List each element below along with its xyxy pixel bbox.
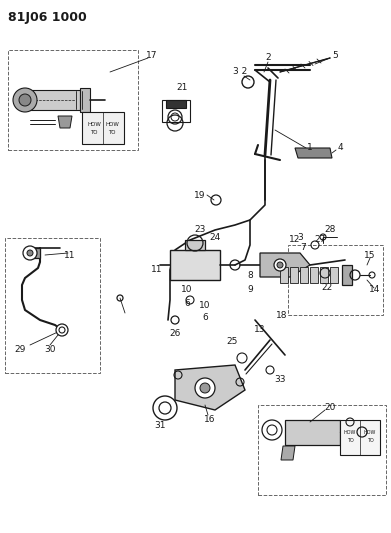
Text: 19: 19 bbox=[194, 190, 206, 199]
Polygon shape bbox=[310, 267, 318, 283]
Circle shape bbox=[277, 262, 283, 268]
Bar bbox=[5, 238, 100, 373]
Text: 5: 5 bbox=[332, 51, 338, 60]
Circle shape bbox=[56, 324, 68, 336]
Text: 10: 10 bbox=[199, 301, 211, 310]
Circle shape bbox=[13, 88, 37, 112]
Text: 31: 31 bbox=[154, 421, 166, 430]
Polygon shape bbox=[280, 267, 288, 283]
Circle shape bbox=[19, 94, 31, 106]
Text: 26: 26 bbox=[169, 328, 181, 337]
Text: HOW: HOW bbox=[105, 123, 119, 127]
Text: 17: 17 bbox=[146, 51, 158, 60]
Text: 12: 12 bbox=[289, 236, 301, 245]
Bar bbox=[82, 112, 124, 144]
Bar bbox=[8, 50, 138, 150]
Text: TO: TO bbox=[90, 130, 98, 134]
Text: 4: 4 bbox=[337, 143, 343, 152]
Text: 25: 25 bbox=[226, 337, 238, 346]
Bar bbox=[162, 100, 190, 122]
Polygon shape bbox=[185, 240, 205, 250]
Text: 14: 14 bbox=[369, 286, 381, 295]
Text: 3 2: 3 2 bbox=[233, 68, 247, 77]
Text: 8: 8 bbox=[247, 271, 253, 279]
Text: 10: 10 bbox=[181, 286, 193, 295]
Text: 7: 7 bbox=[300, 243, 306, 252]
Polygon shape bbox=[330, 267, 338, 283]
Text: 23: 23 bbox=[194, 225, 206, 235]
Polygon shape bbox=[170, 250, 220, 280]
Text: 22: 22 bbox=[321, 282, 333, 292]
Polygon shape bbox=[58, 116, 72, 128]
Text: 18: 18 bbox=[276, 311, 288, 319]
Circle shape bbox=[274, 259, 286, 271]
Polygon shape bbox=[281, 446, 295, 460]
Text: 20: 20 bbox=[324, 403, 336, 413]
Text: HOW: HOW bbox=[87, 123, 101, 127]
Bar bbox=[288, 245, 383, 315]
Text: 28: 28 bbox=[324, 225, 336, 235]
Text: HOW: HOW bbox=[344, 431, 356, 435]
Text: 81J06 1000: 81J06 1000 bbox=[8, 11, 87, 23]
Text: 13: 13 bbox=[254, 326, 266, 335]
Polygon shape bbox=[25, 90, 80, 110]
Text: 33: 33 bbox=[274, 376, 286, 384]
Polygon shape bbox=[300, 267, 308, 283]
Polygon shape bbox=[295, 148, 332, 158]
Text: 15: 15 bbox=[364, 251, 376, 260]
Text: 27: 27 bbox=[314, 236, 326, 245]
Text: TO: TO bbox=[108, 130, 116, 134]
Polygon shape bbox=[285, 420, 340, 445]
Text: 6: 6 bbox=[184, 298, 190, 308]
Text: TO: TO bbox=[367, 438, 373, 442]
Circle shape bbox=[27, 250, 33, 256]
Polygon shape bbox=[166, 100, 186, 108]
Text: 11: 11 bbox=[151, 265, 163, 274]
Polygon shape bbox=[290, 267, 298, 283]
Text: 3: 3 bbox=[297, 232, 303, 241]
Polygon shape bbox=[320, 267, 328, 283]
Polygon shape bbox=[175, 365, 245, 410]
Text: TO: TO bbox=[347, 438, 353, 442]
Text: 11: 11 bbox=[64, 251, 76, 260]
Polygon shape bbox=[80, 88, 90, 112]
Text: 9: 9 bbox=[247, 286, 253, 295]
Text: 16: 16 bbox=[204, 416, 216, 424]
Circle shape bbox=[195, 378, 215, 398]
Polygon shape bbox=[260, 253, 310, 277]
Circle shape bbox=[23, 246, 37, 260]
Text: 30: 30 bbox=[44, 345, 56, 354]
Text: 24: 24 bbox=[209, 232, 221, 241]
Text: 21: 21 bbox=[176, 84, 188, 93]
Polygon shape bbox=[28, 248, 40, 258]
Text: 29: 29 bbox=[14, 345, 26, 354]
Circle shape bbox=[200, 383, 210, 393]
Text: 2: 2 bbox=[265, 53, 271, 62]
Text: HOW: HOW bbox=[364, 431, 376, 435]
Bar bbox=[258, 405, 386, 495]
Text: 6: 6 bbox=[202, 312, 208, 321]
Bar bbox=[340, 420, 380, 455]
Text: 1: 1 bbox=[307, 143, 313, 152]
Polygon shape bbox=[342, 265, 352, 285]
